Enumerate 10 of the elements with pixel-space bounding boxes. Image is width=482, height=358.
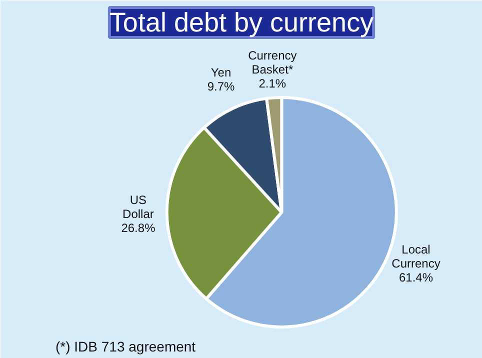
slice-label: Local Currency xyxy=(392,242,440,270)
chart-title: Total debt by currency xyxy=(109,8,374,38)
text: (*) IDB 713 agreement xyxy=(56,338,196,354)
slice-label: Currency Basket* xyxy=(248,48,297,77)
data-label: 61.4% xyxy=(399,270,434,284)
slice-label: Yen xyxy=(210,66,232,80)
slice-label: US Dollar xyxy=(122,193,154,222)
data-label: 2.1% xyxy=(258,76,286,91)
data-label: 26.8% xyxy=(121,221,156,236)
data-label: 9.7% xyxy=(207,80,235,94)
